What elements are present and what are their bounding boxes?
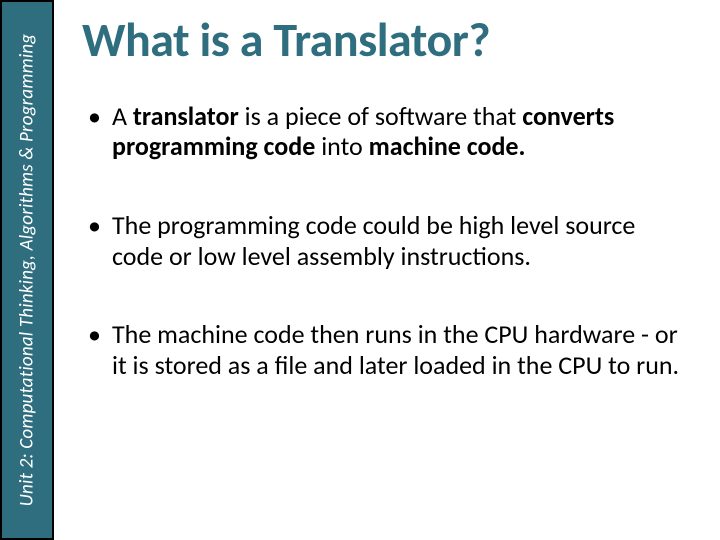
sidebar-label: Unit 2: Computational Thinking, Algorith…: [16, 34, 39, 507]
bullet-list: A translator is a piece of software that…: [82, 101, 692, 381]
text-run: machine code.: [369, 130, 526, 162]
text-run: translator: [133, 100, 239, 132]
slide-title: What is a Translator?: [82, 14, 692, 67]
bullet-item: A translator is a piece of software that…: [82, 101, 692, 162]
text-run: A: [112, 100, 133, 132]
sidebar: Unit 2: Computational Thinking, Algorith…: [0, 0, 54, 540]
content-area: What is a Translator? A translator is a …: [54, 0, 720, 540]
bullet-item: The programming code could be high level…: [82, 210, 692, 271]
text-run: is a piece of software that: [239, 100, 522, 132]
text-run: The programming code could be high level…: [112, 209, 635, 272]
text-run: The machine code then runs in the CPU ha…: [112, 318, 679, 381]
text-run: into: [315, 130, 368, 162]
bullet-item: The machine code then runs in the CPU ha…: [82, 319, 692, 380]
